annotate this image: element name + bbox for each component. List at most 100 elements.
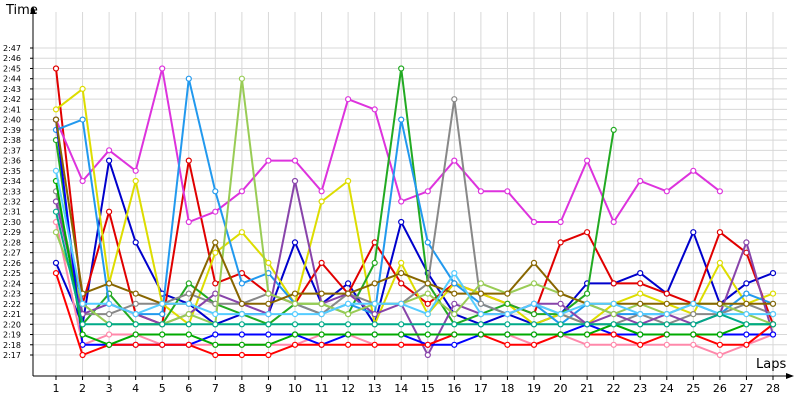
y-tick-label: 2:38	[3, 136, 21, 145]
x-tick-label: 7	[212, 382, 219, 395]
y-axis-title: Time	[5, 3, 38, 18]
data-point	[424, 351, 431, 359]
data-point	[132, 311, 139, 318]
data-point	[291, 239, 299, 246]
data-point	[530, 300, 538, 307]
data-point	[637, 331, 644, 338]
data-point	[265, 321, 272, 328]
data-point	[557, 218, 564, 226]
y-tick-label: 2:20	[3, 320, 21, 329]
data-point	[318, 341, 325, 348]
data-point	[212, 208, 219, 215]
x-tick-label: 6	[185, 382, 192, 395]
data-point	[716, 311, 724, 318]
data-point	[345, 311, 352, 318]
data-point	[105, 341, 113, 348]
y-tick-label: 2:37	[3, 146, 21, 155]
data-point	[105, 280, 113, 287]
x-tick-label: 20	[554, 382, 568, 395]
data-point	[238, 341, 245, 348]
data-point	[398, 321, 405, 328]
data-point	[318, 259, 325, 266]
y-tick-label: 2:44	[3, 75, 21, 84]
data-point	[345, 341, 352, 348]
y-tick-label: 2:35	[3, 167, 21, 176]
y-tick-label: 2:36	[3, 157, 21, 166]
data-point	[637, 177, 644, 185]
data-point	[291, 321, 299, 328]
y-tick-label: 2:25	[3, 269, 21, 278]
data-point	[238, 280, 245, 287]
x-tick-label: 24	[660, 382, 674, 395]
data-point	[637, 341, 644, 348]
y-tick-label: 2:31	[3, 208, 21, 217]
x-tick-label: 22	[607, 382, 621, 395]
data-point	[716, 188, 724, 195]
data-point	[371, 321, 378, 328]
data-point	[451, 311, 458, 318]
data-point	[371, 341, 378, 348]
data-point	[52, 106, 60, 113]
data-point	[451, 321, 458, 328]
data-point	[610, 300, 617, 307]
data-point	[291, 157, 299, 164]
series-line	[55, 272, 774, 356]
data-point	[185, 321, 192, 328]
x-axis-title: Laps	[756, 357, 786, 372]
data-point	[743, 311, 750, 318]
data-point	[769, 270, 777, 277]
data-point	[345, 177, 352, 185]
data-point	[185, 280, 192, 287]
y-tick-label: 2:39	[3, 126, 21, 135]
data-point	[238, 75, 245, 82]
data-point	[159, 311, 166, 318]
data-point	[610, 311, 617, 318]
data-point	[424, 321, 431, 328]
data-point	[52, 229, 60, 236]
series-13	[52, 177, 777, 348]
data-point	[291, 300, 299, 307]
data-point	[690, 167, 697, 174]
data-point	[530, 341, 538, 348]
x-tick-label: 12	[341, 382, 355, 395]
data-point	[769, 331, 777, 338]
data-point	[132, 290, 139, 297]
y-tick-label: 2:47	[3, 44, 21, 53]
data-point	[265, 351, 272, 359]
x-tick-label: 16	[447, 382, 461, 395]
data-point	[451, 270, 458, 277]
data-point	[583, 321, 591, 328]
data-point	[451, 300, 458, 307]
data-point	[265, 259, 272, 266]
data-point	[424, 280, 431, 287]
data-point	[716, 259, 724, 266]
data-point	[52, 259, 60, 266]
data-point	[424, 341, 431, 348]
tick-labels: 2:172:182:19 2:202:212:222:23 2:242:252:26…	[3, 44, 780, 395]
x-tick-label: 21	[580, 382, 594, 395]
x-tick-label: 1	[53, 382, 60, 395]
data-point	[743, 280, 750, 287]
data-point	[398, 65, 405, 72]
data-point	[212, 351, 219, 359]
data-point	[530, 259, 538, 266]
x-tick-label: 28	[766, 382, 780, 395]
data-point	[318, 188, 325, 195]
y-tick-label: 2:24	[3, 279, 21, 288]
data-point	[424, 239, 431, 246]
data-point	[238, 331, 245, 338]
data-point	[637, 270, 644, 277]
data-point	[451, 96, 458, 103]
data-point	[743, 290, 750, 297]
data-point	[504, 290, 511, 297]
data-point	[637, 321, 644, 328]
y-tick-label: 2:46	[3, 54, 21, 63]
data-point	[159, 321, 166, 328]
data-point	[743, 239, 750, 246]
data-point	[504, 311, 511, 318]
data-point	[583, 157, 591, 164]
y-tick-label: 2:34	[3, 177, 21, 186]
data-point	[185, 218, 192, 226]
y-tick-label: 2:43	[3, 85, 21, 94]
data-point	[79, 177, 86, 185]
